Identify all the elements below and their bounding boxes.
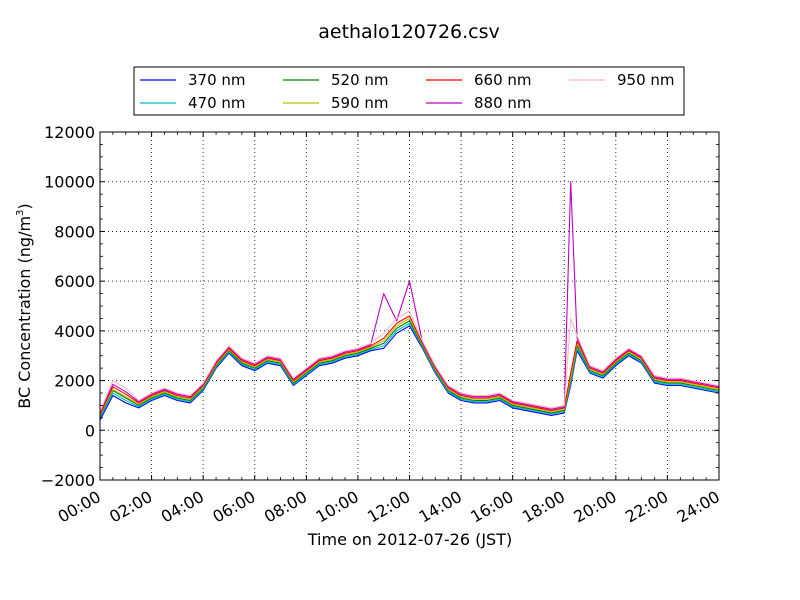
grid-lines (100, 132, 719, 480)
x-tick-label: 20:00 (570, 487, 619, 527)
y-tick-label: −2000 (41, 471, 95, 490)
x-tick-label: 10:00 (312, 487, 361, 527)
x-tick-label: 06:00 (209, 487, 258, 527)
y-tick-label: 2000 (54, 372, 95, 391)
y-tick-label: 12000 (44, 123, 95, 142)
series-line-950-nm (99, 310, 720, 412)
series-line-590-nm (99, 317, 720, 416)
series-lines (99, 181, 720, 421)
legend-label: 660 nm (474, 71, 532, 89)
x-tick-label: 00:00 (55, 487, 104, 527)
axis-ticks (99, 131, 720, 481)
legend-label: 370 nm (188, 71, 246, 89)
x-tick-labels: 00:00 02:00 04:00 06:00 08:00 10:00 12:00 14:00… (55, 487, 723, 527)
x-tick-label: 08:00 (261, 487, 310, 527)
x-tick-label: 02:00 (106, 487, 155, 527)
series-line-880-nm (99, 181, 720, 414)
y-axis-title-close: ) (15, 203, 34, 209)
y-tick-label: 6000 (54, 272, 95, 291)
legend-label: 470 nm (188, 94, 246, 112)
legend-label: 520 nm (331, 71, 389, 89)
series-line-470-nm (99, 322, 720, 419)
legend: 370 nm 470 nm 520 nm 590 nm 660 nm 880 nm 950 … (133, 66, 685, 116)
chart-title: aethalo120726.csv (318, 21, 500, 43)
y-axis-title-superscript: 3 (15, 210, 26, 216)
y-axis-title-main: BC Concentration (ng/m (15, 216, 34, 409)
y-axis-title: BC Concentration (ng/m3) (15, 203, 34, 408)
x-tick-label: 16:00 (467, 487, 516, 527)
y-tick-labels: −2000 0 2000 4000 6000 8000 10000 12000 (41, 123, 95, 490)
series-line-370-nm (99, 325, 720, 421)
legend-label: 590 nm (331, 94, 389, 112)
legend-label: 950 nm (617, 71, 675, 89)
y-tick-label: 8000 (54, 222, 95, 241)
legend-box (133, 66, 685, 116)
x-tick-label: 22:00 (622, 487, 671, 527)
x-tick-label: 14:00 (416, 487, 465, 527)
x-tick-label: 24:00 (674, 487, 723, 527)
x-tick-label: 12:00 (364, 487, 413, 527)
y-tick-label: 0 (85, 421, 95, 440)
legend-label: 880 nm (474, 94, 532, 112)
x-tick-label: 04:00 (158, 487, 207, 527)
series-line-660-nm (99, 315, 720, 415)
y-tick-label: 4000 (54, 322, 95, 341)
y-tick-label: 10000 (44, 173, 95, 192)
x-axis-title: Time on 2012-07-26 (JST) (307, 530, 512, 549)
series-line-520-nm (99, 320, 720, 417)
x-tick-label: 18:00 (519, 487, 568, 527)
